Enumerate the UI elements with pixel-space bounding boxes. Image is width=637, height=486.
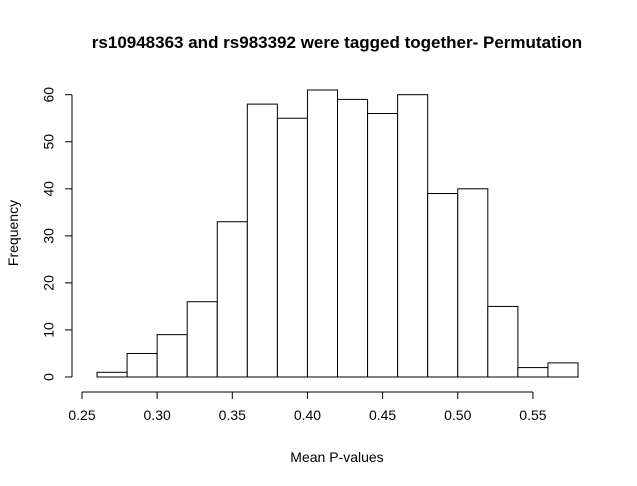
histogram-bar [216, 221, 248, 378]
histogram-bar [547, 362, 579, 378]
chart-title: rs10948363 and rs983392 were tagged toge… [92, 33, 582, 52]
y-axis: 0 10 20 30 40 50 60 [41, 87, 73, 381]
histogram-bar [276, 117, 308, 378]
y-tick-label: 40 [41, 181, 57, 197]
histogram-bar [186, 301, 218, 378]
y-tick-label: 60 [41, 87, 57, 103]
histogram-bar [487, 305, 519, 378]
histogram-bar [427, 193, 459, 378]
histogram-bar [517, 367, 549, 378]
y-tick-label: 0 [41, 373, 57, 381]
x-tick-label: 0.30 [144, 407, 171, 423]
histogram-bar [306, 89, 339, 378]
histogram-bar [96, 371, 128, 378]
x-tick-label: 0.35 [219, 407, 246, 423]
histogram-bar [367, 113, 399, 378]
histogram-bar [156, 334, 188, 378]
y-axis-label: Frequency [5, 200, 21, 266]
x-tick-label: 0.40 [294, 407, 321, 423]
histogram-bar [337, 98, 369, 378]
histogram-bar [397, 94, 429, 378]
x-axis-label: Mean P-values [290, 449, 383, 465]
x-tick-label: 0.55 [519, 407, 546, 423]
y-tick-label: 20 [41, 275, 57, 291]
histogram-bar [246, 103, 278, 378]
x-tick-label: 0.25 [68, 407, 95, 423]
y-tick-label: 30 [41, 228, 57, 244]
y-tick-label: 50 [41, 134, 57, 150]
x-tick-label: 0.50 [444, 407, 471, 423]
histogram-bar [457, 188, 489, 378]
x-tick-label: 0.45 [369, 407, 396, 423]
y-tick-label: 10 [41, 322, 57, 338]
histogram-bar [126, 352, 158, 378]
histogram-bars [96, 89, 579, 378]
x-axis: 0.25 0.30 0.35 0.40 0.45 0.50 0.55 [68, 391, 547, 423]
